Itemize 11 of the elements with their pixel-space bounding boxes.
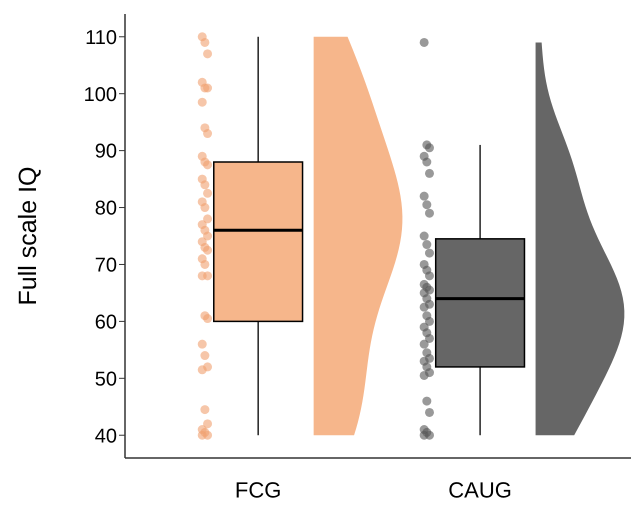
y-tick-label: 80 — [94, 198, 117, 220]
y-tick-label: 60 — [94, 311, 117, 334]
y-tick-label: 70 — [94, 254, 117, 277]
y-tick-label: 50 — [94, 368, 117, 390]
x-tick-label: CAUG — [448, 478, 512, 503]
y-axis-title: Full scale IQ — [14, 166, 42, 306]
y-tick-label: 90 — [94, 140, 117, 163]
y-tick-label: 100 — [84, 84, 117, 106]
x-tick-label: FCG — [234, 478, 282, 503]
y-tick-label: 40 — [94, 425, 117, 448]
y-tick-label: 110 — [85, 26, 117, 49]
